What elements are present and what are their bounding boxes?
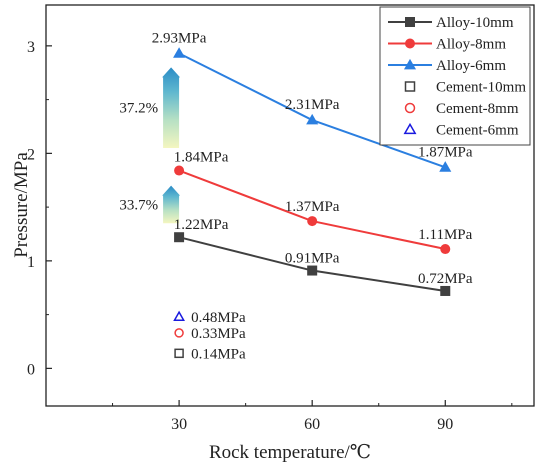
y-axis-title: Pressure/MPa	[11, 152, 32, 258]
legend-label: Alloy-10mm	[436, 15, 514, 31]
data-label: 1.37MPa	[285, 199, 340, 215]
y-tick-label: 1	[27, 254, 35, 271]
x-axis-title: Rock temperature/℃	[209, 442, 371, 463]
data-label: 0.91MPa	[285, 251, 340, 267]
legend-label: Cement-10mm	[436, 80, 526, 96]
x-tick-label: 30	[171, 416, 187, 433]
data-label: 0.48MPa	[191, 310, 246, 326]
data-label: 1.87MPa	[418, 144, 473, 160]
data-point	[307, 216, 318, 227]
data-label: 1.11MPa	[418, 227, 472, 243]
legend-marker	[404, 81, 416, 92]
data-label: 0.33MPa	[191, 326, 246, 342]
data-labels: 1.22MPa 0.91MPa 0.72MPa 1.84MPa 1.37MPa 1.11M…	[152, 30, 473, 362]
y-tick-label: 0	[27, 361, 35, 378]
data-point	[440, 244, 451, 255]
x-tick-label: 90	[437, 416, 453, 433]
legend-label: Alloy-8mm	[436, 37, 506, 53]
legend-label: Cement-8mm	[436, 101, 519, 117]
data-point	[174, 165, 185, 176]
x-axis-ticks: 30 60 90	[112, 400, 513, 433]
data-label: 1.84MPa	[174, 150, 229, 166]
data-point	[174, 348, 184, 359]
y-axis-ticks: 0 1 2 3	[27, 39, 52, 378]
data-point	[307, 265, 318, 276]
data-point	[306, 113, 319, 125]
data-point	[173, 47, 186, 58]
legend-label: Cement-6mm	[436, 123, 519, 139]
data-point	[173, 310, 185, 321]
data-label: 1.22MPa	[174, 217, 229, 233]
growth-annotations: 37.2% 33.7%	[119, 67, 181, 224]
data-label: 2.31MPa	[285, 97, 340, 113]
legend-label: Alloy-6mm	[436, 58, 506, 74]
data-label: 2.93MPa	[152, 30, 207, 46]
data-point	[440, 285, 451, 296]
growth-arrow	[162, 185, 181, 224]
y-tick-label: 2	[27, 146, 35, 163]
data-point	[174, 328, 184, 338]
data-label: 0.14MPa	[191, 346, 246, 362]
growth-arrow	[162, 67, 181, 148]
legend-marker	[404, 102, 416, 114]
growth-percent-label: 37.2%	[119, 101, 158, 117]
legend-marker	[403, 122, 417, 135]
legend-box	[379, 6, 531, 146]
legend-marker	[405, 38, 415, 49]
growth-percent-label: 33.7%	[119, 197, 158, 213]
data-point	[174, 232, 185, 243]
series-layer	[173, 47, 452, 359]
x-tick-label: 60	[304, 416, 320, 433]
y-tick-label: 3	[27, 39, 35, 56]
legend-marker	[405, 17, 415, 27]
legend: Alloy-10mm Alloy-8mm Alloy-6mm Cement-10mm C…	[379, 6, 531, 146]
plot-frame	[45, 4, 535, 407]
legend-marker	[403, 58, 417, 70]
data-point	[439, 161, 452, 172]
data-label: 0.72MPa	[418, 271, 473, 287]
